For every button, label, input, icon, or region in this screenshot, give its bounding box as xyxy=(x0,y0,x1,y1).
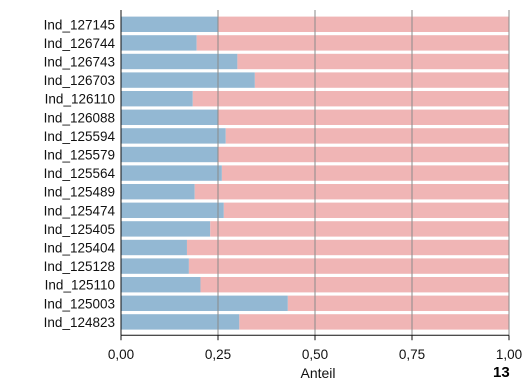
bar-segment-1-Ind_125405 xyxy=(121,221,211,237)
category-label: Ind_127145 xyxy=(44,17,115,32)
category-label: Ind_125404 xyxy=(44,241,116,256)
category-label: Ind_125003 xyxy=(44,296,115,311)
bar-segment-1-Ind_125594 xyxy=(121,128,226,144)
category-label: Ind_125579 xyxy=(44,148,115,163)
grid-layer xyxy=(217,10,510,336)
bar-segment-1-Ind_125579 xyxy=(121,146,218,163)
bar-segment-1-Ind_126743 xyxy=(121,53,238,70)
category-label: Ind_125489 xyxy=(44,185,115,200)
bar-segment-1-Ind_127145 xyxy=(121,16,218,32)
bar-segment-1-Ind_125474 xyxy=(121,202,224,218)
category-label: Ind_126743 xyxy=(44,55,115,70)
bar-segment-1-Ind_124823 xyxy=(121,314,240,330)
bar-segment-1-Ind_126088 xyxy=(121,109,218,125)
bar-segment-2-Ind_125489 xyxy=(194,184,509,200)
x-tick-label: 0,75 xyxy=(399,347,425,362)
category-label: Ind_125110 xyxy=(45,278,115,293)
bar-segment-1-Ind_125564 xyxy=(121,165,222,181)
category-label: Ind_125594 xyxy=(44,129,116,144)
category-labels: Ind_127145 Ind_126744 Ind_126743 Ind_126703… xyxy=(44,17,116,330)
category-label: Ind_126110 xyxy=(45,92,115,107)
category-label: Ind_126744 xyxy=(44,36,116,51)
bar-segment-2-Ind_125564 xyxy=(221,165,509,181)
bar-segment-1-Ind_126110 xyxy=(121,91,193,107)
category-label: Ind_126703 xyxy=(44,73,115,88)
bar-segment-2-Ind_126110 xyxy=(192,91,509,107)
bar-segment-2-Ind_125003 xyxy=(287,295,509,311)
bar-segment-2-Ind_125110 xyxy=(200,277,510,293)
category-label: Ind_125474 xyxy=(44,203,116,218)
bar-segment-2-Ind_125405 xyxy=(210,221,510,237)
bar-segment-2-Ind_125579 xyxy=(218,146,509,163)
bar-segment-1-Ind_125128 xyxy=(121,258,189,274)
x-tick-label: 1,00 xyxy=(496,347,522,362)
bars-layer xyxy=(121,16,510,330)
bar-segment-1-Ind_126703 xyxy=(121,72,255,88)
category-label: Ind_125128 xyxy=(44,259,115,274)
bar-segment-2-Ind_126744 xyxy=(196,35,509,51)
bar-segment-1-Ind_125489 xyxy=(121,184,195,200)
bar-segment-2-Ind_125474 xyxy=(223,202,509,218)
category-label: Ind_126088 xyxy=(44,110,115,125)
bar-segment-2-Ind_125404 xyxy=(186,239,509,256)
x-axis: 0,00 0,25 0,50 0,75 1,00 xyxy=(108,10,522,362)
x-tick-label: 0,50 xyxy=(302,347,328,362)
bar-segment-2-Ind_126703 xyxy=(254,72,509,88)
bar-segment-1-Ind_125404 xyxy=(121,239,187,256)
bar-segment-2-Ind_127145 xyxy=(218,16,509,32)
bar-segment-2-Ind_124823 xyxy=(239,314,509,330)
bar-segment-2-Ind_126743 xyxy=(237,53,509,70)
category-label: Ind_125405 xyxy=(44,222,115,237)
bar-segment-1-Ind_126744 xyxy=(121,35,197,51)
bar-segment-1-Ind_125110 xyxy=(121,277,201,293)
category-label: Ind_124823 xyxy=(44,315,115,330)
bar-segment-1-Ind_125003 xyxy=(121,295,288,311)
x-axis-title: Anteil xyxy=(300,365,335,381)
category-label: Ind_125564 xyxy=(44,166,116,181)
page-number: 13 xyxy=(493,364,510,381)
bar-segment-2-Ind_125128 xyxy=(188,258,509,274)
x-tick-label: 0,25 xyxy=(205,347,231,362)
x-tick-label: 0,00 xyxy=(108,347,134,362)
bar-segment-2-Ind_125594 xyxy=(225,128,509,144)
bar-segment-2-Ind_126088 xyxy=(218,109,509,125)
